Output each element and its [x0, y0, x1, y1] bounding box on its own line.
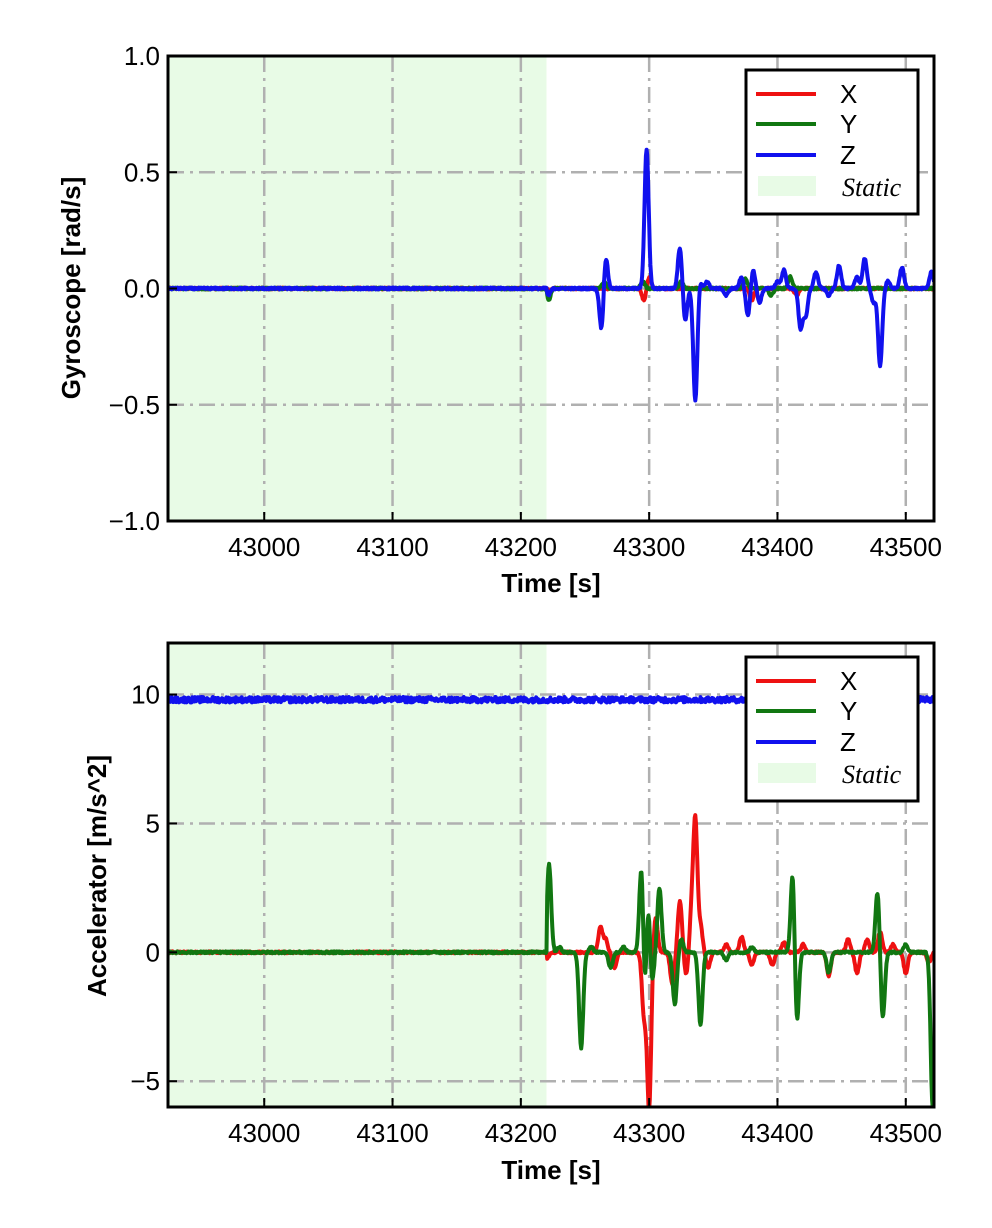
legend-label-z: Z: [840, 140, 856, 170]
x-axis-label: Time [s]: [501, 1155, 600, 1185]
legend-swatch-static: [758, 763, 816, 783]
x-ticks: 43000 43100 43200 43300 43400 43500: [228, 1098, 942, 1148]
legend-label-x: X: [840, 79, 857, 109]
accelerometer-chart: 43000 43100 43200 43300 43400 43500 −5 0 5 10 Ti…: [82, 641, 942, 1185]
x-ticks: 43000 43100 43200 43300 43400 43500: [228, 512, 942, 562]
x-tick-label: 43200: [485, 1118, 557, 1148]
y-tick-label: 1.0: [124, 41, 160, 71]
y-tick-label: −1.0: [109, 506, 160, 536]
x-tick-label: 43100: [356, 1118, 428, 1148]
axes-frame: [166, 641, 936, 1109]
y-ticks: −1.0 −0.5 0.0 0.5 1.0: [109, 41, 177, 536]
legend-label-z: Z: [840, 727, 856, 757]
legend-label-static: Static: [842, 173, 902, 202]
y-axis-label: Accelerator [m/s^2]: [82, 755, 112, 997]
legend-label-y: Y: [840, 696, 857, 726]
series-y-line: [168, 861, 934, 1107]
legend: X Y Z Static: [744, 68, 920, 216]
legend-label-x: X: [840, 666, 857, 696]
static-shade: [168, 643, 547, 1107]
static-region: [168, 643, 547, 1107]
legend-label-static: Static: [842, 760, 902, 789]
y-tick-label: −5: [130, 1066, 160, 1096]
x-tick-label: 43500: [870, 532, 942, 562]
x-tick-label: 43200: [485, 532, 557, 562]
y-ticks: −5 0 5 10: [130, 680, 177, 1096]
gyroscope-chart: 43000 43100 43200 43300 43400 43500 −1.0 −0.5 0…: [56, 41, 942, 598]
y-axis-label: Gyroscope [rad/s]: [56, 177, 86, 400]
series-lines: [168, 147, 934, 403]
x-tick-label: 43000: [228, 1118, 300, 1148]
x-tick-label: 43000: [228, 532, 300, 562]
x-tick-label: 43100: [356, 532, 428, 562]
y-tick-label: 5: [146, 808, 160, 838]
x-tick-label: 43400: [741, 1118, 813, 1148]
x-tick-label: 43500: [870, 1118, 942, 1148]
y-tick-label: 0.0: [124, 274, 160, 304]
legend-label-y: Y: [840, 109, 857, 139]
series-z-line: [168, 147, 934, 403]
y-tick-label: 0: [146, 937, 160, 967]
x-tick-label: 43300: [613, 532, 685, 562]
y-tick-label: 0.5: [124, 157, 160, 187]
x-axis-label: Time [s]: [501, 568, 600, 598]
y-tick-label: −0.5: [109, 390, 160, 420]
legend-swatch-static: [758, 176, 816, 196]
x-tick-label: 43300: [613, 1118, 685, 1148]
legend: X Y Z Static: [744, 655, 920, 803]
x-tick-label: 43400: [741, 532, 813, 562]
y-tick-label: 10: [131, 680, 160, 710]
